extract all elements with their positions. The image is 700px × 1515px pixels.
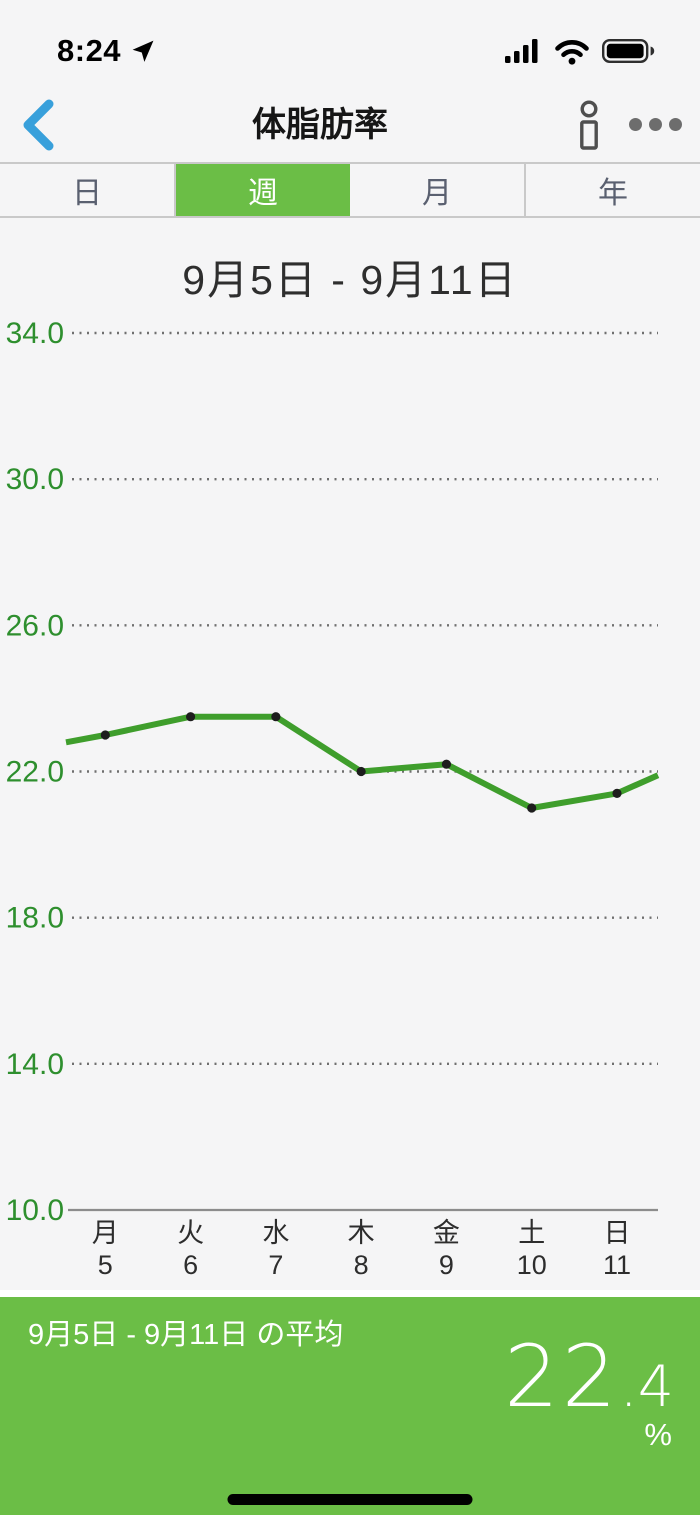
- data-point[interactable]: [356, 766, 366, 777]
- panel-divider: [0, 1290, 700, 1297]
- y-tick-label: 34.0: [6, 317, 64, 350]
- x-label-day: 8: [354, 1250, 369, 1280]
- y-tick-label: 26.0: [6, 609, 64, 642]
- x-label-weekday: 月: [92, 1218, 119, 1248]
- chart[interactable]: 34.030.026.022.018.014.010.0月5火6水7木8金9土1…: [0, 300, 700, 1290]
- home-indicator[interactable]: [227, 1494, 473, 1505]
- period-segmented-control: 日週月 年: [0, 162, 700, 218]
- x-label-weekday: 水: [262, 1218, 289, 1248]
- x-label-day: 9: [439, 1250, 454, 1280]
- y-tick-label: 14.0: [6, 1048, 64, 1081]
- x-label-day: 10: [517, 1250, 547, 1280]
- ellipsis-dot: [649, 118, 662, 131]
- y-tick-label: 18.0: [6, 902, 64, 935]
- tab-month[interactable]: 月: [350, 164, 526, 216]
- tab-year[interactable]: 年: [598, 177, 628, 210]
- ellipsis-dot: [669, 118, 682, 131]
- data-point[interactable]: [100, 730, 110, 740]
- ellipsis-dot: [629, 118, 642, 131]
- status-right-cluster: [505, 38, 656, 65]
- summary-value: 22.4: [504, 1327, 674, 1427]
- data-point[interactable]: [271, 712, 281, 722]
- series-line: [65, 713, 660, 811]
- data-point[interactable]: [527, 803, 537, 813]
- x-label-day: 6: [183, 1250, 198, 1280]
- summary-panel: 9月5日 - 9月11日 の平均 22.4 %: [0, 1297, 700, 1515]
- x-label-weekday: 火: [177, 1218, 204, 1248]
- wifi-icon: [555, 39, 589, 65]
- summary-unit: %: [644, 1417, 672, 1452]
- x-label-weekday: 金: [433, 1218, 460, 1248]
- data-point[interactable]: [441, 759, 452, 769]
- data-point[interactable]: [185, 712, 196, 722]
- chart-title: 9月5日 - 9月11日: [182, 257, 518, 303]
- status-bar: 8:24: [0, 0, 700, 88]
- cellular-signal-icon: [505, 38, 538, 63]
- y-tick-label: 30.0: [6, 463, 64, 496]
- back-chevron-icon: [23, 99, 54, 151]
- summary-value-decimal: .4: [619, 1354, 674, 1420]
- x-label-weekday: 木: [348, 1218, 375, 1248]
- nav-bar: 体脂肪率: [0, 88, 700, 162]
- status-time: 8:24: [57, 33, 122, 68]
- summary-label: 9月5日 - 9月11日 の平均: [28, 1319, 344, 1351]
- y-tick-label: 10.0: [6, 1194, 64, 1227]
- location-arrow-icon: [132, 40, 154, 62]
- tab-week[interactable]: 週: [176, 164, 350, 216]
- y-tick-label: 22.0: [6, 756, 64, 789]
- more-options-button[interactable]: [629, 118, 682, 131]
- status-left-cluster: 8:24: [57, 33, 155, 69]
- x-label-day: 11: [603, 1250, 631, 1280]
- battery-icon: [602, 39, 655, 63]
- info-icon[interactable]: [575, 100, 603, 150]
- x-label-weekday: 土: [518, 1218, 545, 1248]
- x-label-day: 7: [268, 1250, 283, 1280]
- tab-day[interactable]: 日: [0, 164, 176, 216]
- data-point[interactable]: [612, 788, 622, 798]
- x-label-day: 5: [98, 1250, 113, 1280]
- page-title: 体脂肪率: [252, 106, 388, 144]
- back-button[interactable]: [20, 98, 58, 152]
- summary-value-integer: 22: [504, 1327, 620, 1427]
- x-label-weekday: 日: [604, 1218, 631, 1248]
